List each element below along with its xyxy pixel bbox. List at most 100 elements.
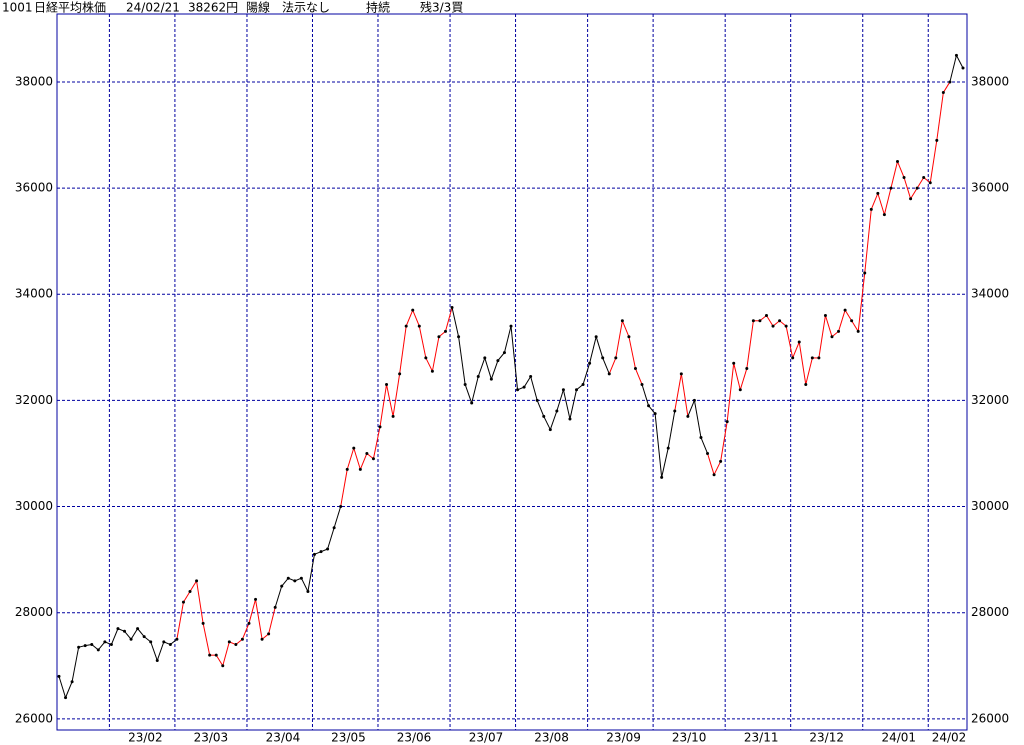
line-segment — [654, 413, 663, 478]
line-segment — [949, 55, 957, 83]
line-segment — [890, 161, 898, 189]
point — [345, 467, 349, 471]
line-segment — [418, 325, 427, 359]
point — [181, 600, 185, 604]
point — [686, 414, 690, 418]
point — [175, 637, 179, 641]
line-segment — [510, 326, 519, 390]
point — [64, 696, 68, 700]
point — [771, 324, 775, 328]
point — [489, 377, 493, 381]
point — [496, 359, 500, 363]
point — [614, 356, 618, 360]
y-tick-label-right: 38000 — [971, 74, 1009, 88]
line-segment — [536, 400, 545, 417]
point — [843, 308, 847, 312]
line-segment — [824, 315, 833, 337]
point — [522, 385, 526, 389]
point — [201, 621, 205, 625]
point — [326, 547, 330, 551]
x-tick-label: 24/02 — [932, 731, 967, 745]
line-segment — [713, 461, 722, 475]
point — [516, 388, 520, 392]
line-segment — [71, 647, 80, 682]
point — [299, 576, 303, 580]
point — [804, 382, 808, 386]
line-segment — [399, 326, 407, 374]
line-segment — [562, 389, 571, 420]
line-segment — [608, 357, 617, 375]
line-segment — [582, 363, 591, 385]
point — [778, 319, 782, 323]
line-segment — [766, 315, 774, 327]
line-segment — [110, 628, 119, 645]
point — [424, 356, 428, 360]
point — [116, 627, 120, 631]
line-segment — [196, 580, 204, 624]
line-segment — [615, 320, 623, 359]
line-segment — [490, 360, 499, 380]
point — [601, 356, 605, 360]
point — [463, 382, 467, 386]
signal: 法示なし — [282, 1, 330, 15]
line-segment — [667, 410, 676, 449]
x-tick-label: 24/01 — [881, 731, 916, 745]
point — [168, 643, 172, 647]
line-segment — [137, 628, 145, 637]
point — [542, 414, 546, 418]
point — [443, 329, 447, 333]
point — [961, 66, 965, 70]
point — [136, 627, 140, 631]
line-segment — [97, 641, 106, 651]
point — [627, 335, 631, 339]
point — [103, 640, 107, 644]
point — [123, 629, 127, 633]
name: 日経平均株価 — [34, 0, 106, 15]
y-tick-label: 34000 — [15, 287, 53, 301]
y-tick-label: 32000 — [15, 393, 53, 407]
line-segment — [425, 357, 433, 372]
point — [195, 579, 199, 583]
line-segment — [412, 309, 420, 327]
line-segment — [222, 641, 230, 666]
line-segment — [484, 357, 492, 380]
line-segment — [877, 193, 885, 215]
point — [247, 621, 251, 625]
point — [633, 367, 637, 371]
line-segment — [124, 630, 132, 640]
x-tick-label: 23/10 — [672, 731, 707, 745]
point — [581, 382, 585, 386]
y-tick-label: 26000 — [15, 711, 53, 725]
point — [83, 644, 87, 648]
line-segment — [641, 384, 650, 406]
point — [450, 306, 454, 310]
point — [941, 91, 945, 95]
point — [332, 526, 336, 530]
point — [856, 329, 860, 333]
line-segment — [929, 140, 938, 183]
line-segment — [897, 161, 905, 178]
point — [679, 372, 683, 376]
line-segment — [130, 628, 139, 640]
point — [535, 398, 539, 402]
point — [267, 632, 271, 636]
point — [188, 589, 192, 593]
point — [293, 579, 297, 583]
line-segment — [621, 320, 630, 337]
line-segment — [569, 389, 577, 420]
point — [647, 404, 651, 408]
x-tick-label: 23/03 — [194, 731, 229, 745]
line-segment — [340, 469, 348, 507]
point — [745, 367, 749, 371]
y-tick-label: 38000 — [15, 74, 53, 88]
x-tick-label: 23/05 — [331, 731, 366, 745]
point — [869, 207, 873, 211]
line-segment — [844, 309, 853, 322]
x-tick-label: 23/09 — [606, 731, 641, 745]
y-tick-label-right: 36000 — [971, 181, 1009, 195]
point — [365, 451, 369, 455]
line-segment — [864, 209, 872, 274]
line-segment — [405, 309, 414, 327]
point — [391, 414, 395, 418]
